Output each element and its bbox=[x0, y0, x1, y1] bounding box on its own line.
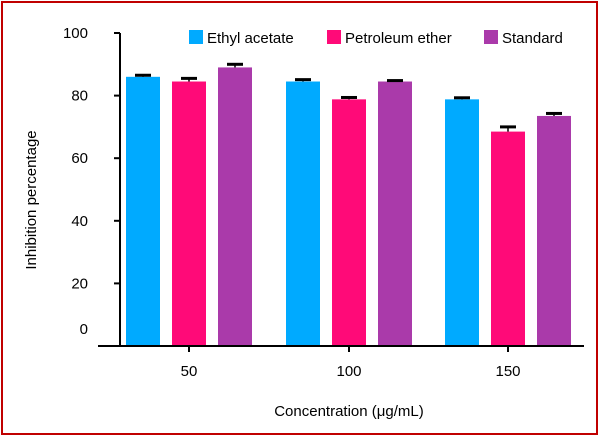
bar bbox=[445, 99, 479, 346]
bar bbox=[378, 81, 412, 346]
legend-swatch bbox=[189, 30, 203, 44]
x-tick-label: 50 bbox=[181, 363, 198, 380]
error-bar-cap bbox=[341, 95, 357, 99]
error-bar-cap bbox=[546, 111, 562, 115]
error-bar-cap bbox=[227, 62, 243, 66]
y-axis-label: Inhibition percentage bbox=[23, 130, 40, 269]
legend: Ethyl acetate Petroleum ether Standard bbox=[189, 30, 563, 47]
y-tick-label: 100 bbox=[63, 25, 88, 42]
y-tick-label: 40 bbox=[71, 213, 88, 230]
legend-swatch bbox=[484, 30, 498, 44]
bar bbox=[286, 81, 320, 346]
legend-label: Standard bbox=[502, 30, 563, 47]
bar bbox=[126, 76, 160, 346]
y-tick-label: 0 bbox=[80, 321, 88, 338]
error-bar-cap bbox=[181, 76, 197, 80]
bar bbox=[537, 115, 571, 346]
y-tick-label: 80 bbox=[71, 88, 88, 105]
error-bar-cap bbox=[500, 125, 516, 129]
error-bar-cap bbox=[295, 78, 311, 82]
bar bbox=[218, 67, 252, 347]
error-bar-cap bbox=[135, 73, 151, 77]
legend-label: Ethyl acetate bbox=[207, 30, 294, 47]
x-tick-label: 150 bbox=[495, 363, 520, 380]
x-axis-label: Concentration (μg/mL) bbox=[274, 403, 424, 420]
axes-layer: 0 20 40 60 80 100 50 100 150 bbox=[63, 25, 584, 380]
bar bbox=[491, 131, 525, 346]
bar bbox=[332, 99, 366, 346]
bar bbox=[172, 81, 206, 346]
bars-layer bbox=[126, 62, 571, 347]
y-tick-label: 60 bbox=[71, 150, 88, 167]
legend-swatch bbox=[327, 30, 341, 44]
legend-label: Petroleum ether bbox=[345, 30, 452, 47]
error-bar-cap bbox=[387, 79, 403, 83]
y-tick-label: 20 bbox=[71, 275, 88, 292]
error-bar-cap bbox=[454, 96, 470, 100]
x-tick-label: 100 bbox=[336, 363, 361, 380]
